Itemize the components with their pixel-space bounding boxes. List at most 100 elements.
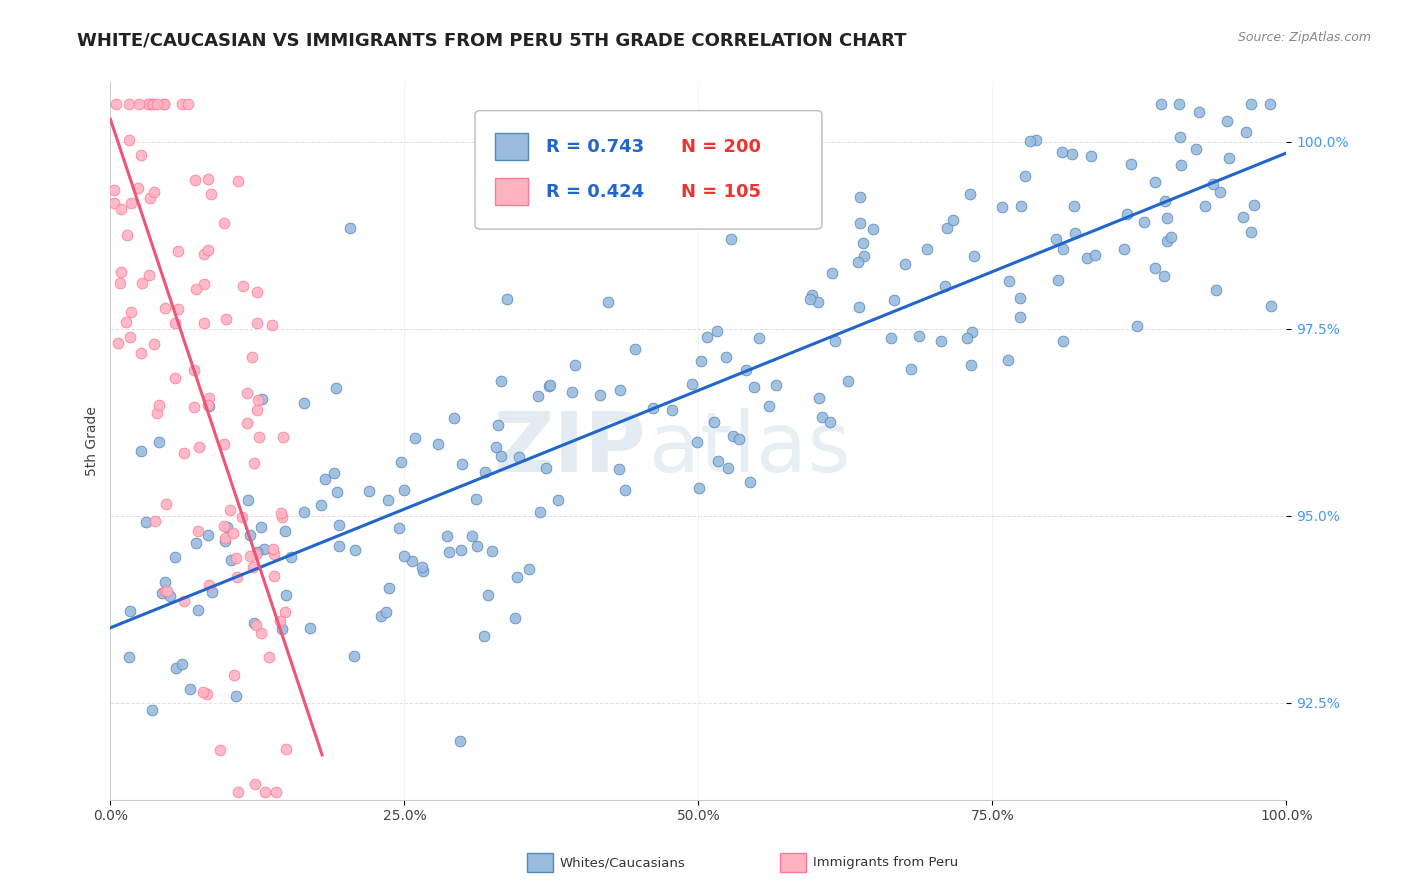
Point: [811, 409, 834, 424]
Point: [879, 331, 901, 345]
Point: [389, 455, 412, 469]
Point: [187, 603, 209, 617]
Point: [720, 232, 742, 246]
Point: [120, 604, 142, 618]
Point: [148, 434, 170, 449]
Point: [412, 564, 434, 578]
Point: [163, 371, 186, 385]
Point: [115, 315, 138, 329]
Point: [264, 785, 287, 799]
Point: [153, 584, 176, 599]
Point: [915, 242, 938, 256]
Point: [118, 97, 141, 112]
Point: [191, 685, 214, 699]
Point: [609, 462, 631, 476]
Point: [465, 539, 488, 553]
FancyBboxPatch shape: [475, 111, 823, 229]
Point: [165, 661, 187, 675]
Point: [253, 541, 276, 556]
Point: [245, 547, 267, 561]
Point: [222, 525, 245, 540]
Point: [212, 216, 235, 230]
Point: [129, 147, 152, 161]
Point: [219, 553, 242, 567]
Point: [173, 594, 195, 608]
Point: [179, 682, 201, 697]
Point: [247, 392, 270, 407]
Point: [153, 301, 176, 315]
Point: [848, 255, 870, 269]
Point: [991, 200, 1014, 214]
Point: [170, 97, 193, 112]
Point: [212, 437, 235, 451]
Point: [598, 295, 620, 310]
Point: [135, 516, 157, 530]
Point: [226, 570, 249, 584]
Point: [1232, 210, 1254, 224]
Point: [721, 428, 744, 442]
Point: [1243, 198, 1265, 212]
Point: [1153, 268, 1175, 283]
Point: [489, 449, 512, 463]
Point: [959, 187, 981, 202]
Point: [242, 560, 264, 574]
Point: [263, 547, 285, 561]
Point: [142, 336, 165, 351]
Point: [1144, 261, 1167, 276]
Point: [232, 279, 254, 293]
Point: [214, 311, 236, 326]
Point: [1010, 199, 1032, 213]
Point: [1218, 151, 1240, 165]
Point: [537, 379, 560, 393]
Point: [225, 689, 247, 703]
Point: [609, 383, 631, 397]
Point: [138, 191, 160, 205]
Point: [472, 629, 495, 643]
Point: [197, 172, 219, 186]
Point: [187, 440, 209, 454]
Point: [262, 318, 284, 333]
Point: [183, 400, 205, 414]
Point: [1019, 134, 1042, 148]
Point: [710, 161, 733, 175]
Point: [935, 221, 957, 235]
Point: [370, 608, 392, 623]
Point: [271, 429, 294, 443]
Point: [818, 415, 841, 429]
Point: [274, 605, 297, 619]
Point: [623, 342, 645, 356]
Point: [1209, 185, 1232, 199]
Point: [703, 415, 725, 429]
Point: [404, 431, 426, 445]
Point: [193, 317, 215, 331]
Point: [1240, 97, 1263, 112]
Point: [128, 97, 150, 112]
Point: [343, 543, 366, 558]
Point: [765, 378, 787, 392]
Point: [589, 388, 612, 402]
Point: [1205, 283, 1227, 297]
Point: [862, 222, 884, 236]
Point: [226, 785, 249, 799]
Point: [246, 403, 269, 417]
Point: [200, 186, 222, 201]
Point: [1080, 149, 1102, 163]
Point: [104, 97, 127, 112]
Point: [280, 549, 302, 564]
Point: [1010, 310, 1032, 324]
Point: [1014, 169, 1036, 183]
Point: [883, 293, 905, 307]
Point: [1236, 125, 1258, 139]
Point: [273, 524, 295, 538]
Point: [156, 583, 179, 598]
Point: [322, 466, 344, 480]
Point: [262, 541, 284, 556]
Point: [547, 493, 569, 508]
Point: [163, 316, 186, 330]
Point: [292, 506, 315, 520]
Text: R = 0.424: R = 0.424: [546, 183, 644, 201]
Point: [824, 334, 846, 349]
Point: [1170, 158, 1192, 172]
Point: [942, 212, 965, 227]
Point: [488, 417, 510, 432]
